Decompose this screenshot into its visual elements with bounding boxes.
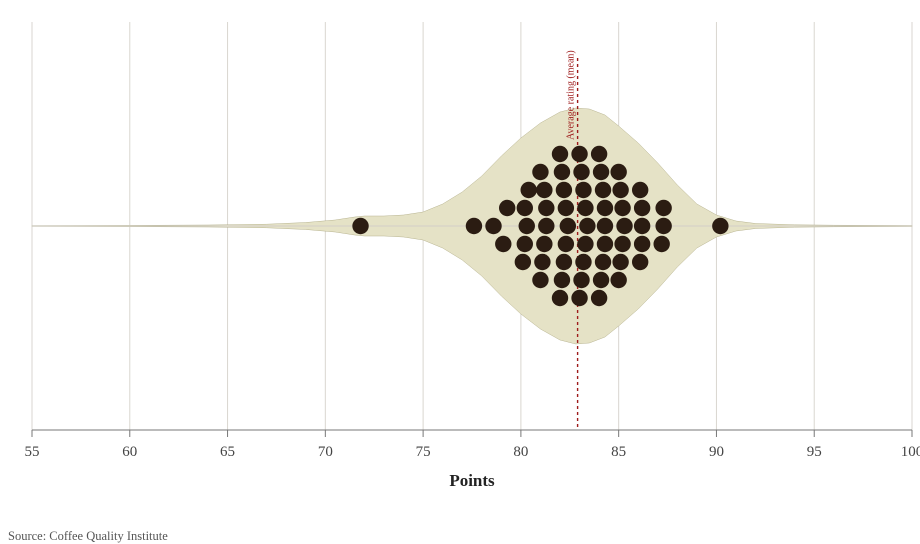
data-point [610, 272, 626, 288]
data-point [614, 200, 630, 216]
data-point [577, 200, 593, 216]
data-point [655, 200, 671, 216]
data-point [538, 200, 554, 216]
data-point [521, 182, 537, 198]
source-credit: Source: Coffee Quality Institute [0, 523, 920, 544]
data-point [610, 164, 626, 180]
x-tick-label: 60 [122, 444, 137, 460]
data-point [536, 182, 552, 198]
data-point [593, 164, 609, 180]
data-point [552, 146, 568, 162]
data-point [556, 254, 572, 270]
data-point [634, 236, 650, 252]
data-point [517, 200, 533, 216]
data-point [536, 236, 552, 252]
x-tick-label: 95 [807, 444, 822, 460]
data-point [466, 218, 482, 234]
data-point [532, 164, 548, 180]
data-point [485, 218, 501, 234]
data-point [515, 254, 531, 270]
data-point [575, 182, 591, 198]
x-tick-label: 65 [220, 444, 235, 460]
data-point [573, 272, 589, 288]
data-point [597, 236, 613, 252]
data-point [554, 272, 570, 288]
data-point [575, 254, 591, 270]
data-point [616, 218, 632, 234]
data-point [571, 290, 587, 306]
data-point [612, 182, 628, 198]
data-point [597, 218, 613, 234]
data-point [573, 164, 589, 180]
data-point [552, 290, 568, 306]
x-tick-label: 90 [709, 444, 724, 460]
data-point [519, 218, 535, 234]
data-point [558, 236, 574, 252]
data-point [495, 236, 511, 252]
data-point [560, 218, 576, 234]
data-point [577, 236, 593, 252]
data-point [595, 182, 611, 198]
data-point [653, 236, 669, 252]
mean-label: Average rating (mean) [566, 50, 577, 140]
data-point [554, 164, 570, 180]
data-point [593, 272, 609, 288]
x-tick-label: 85 [611, 444, 626, 460]
x-tick-label: 80 [513, 444, 528, 460]
data-point [612, 254, 628, 270]
data-point [517, 236, 533, 252]
data-point [632, 182, 648, 198]
data-point [532, 272, 548, 288]
data-point [538, 218, 554, 234]
x-axis-label: Points [449, 471, 495, 490]
data-point [352, 218, 368, 234]
x-ticks: 55 60 65 70 75 80 85 90 95 100 [25, 430, 920, 460]
data-point [558, 200, 574, 216]
data-point [571, 146, 587, 162]
data-point [591, 290, 607, 306]
data-point [579, 218, 595, 234]
data-point [634, 200, 650, 216]
data-point [597, 200, 613, 216]
data-point [591, 146, 607, 162]
data-point [499, 200, 515, 216]
data-point [614, 236, 630, 252]
data-point [632, 254, 648, 270]
x-tick-label: 70 [318, 444, 333, 460]
x-tick-label: 100 [901, 444, 920, 460]
data-point [595, 254, 611, 270]
x-tick-label: 55 [25, 444, 40, 460]
x-tick-label: 75 [416, 444, 431, 460]
data-point [556, 182, 572, 198]
data-point [712, 218, 728, 234]
data-point [655, 218, 671, 234]
violin-swarm-chart: Average rating (mean) 55 60 65 70 75 80 85 90 95 1… [0, 10, 920, 523]
data-point [634, 218, 650, 234]
data-point [534, 254, 550, 270]
